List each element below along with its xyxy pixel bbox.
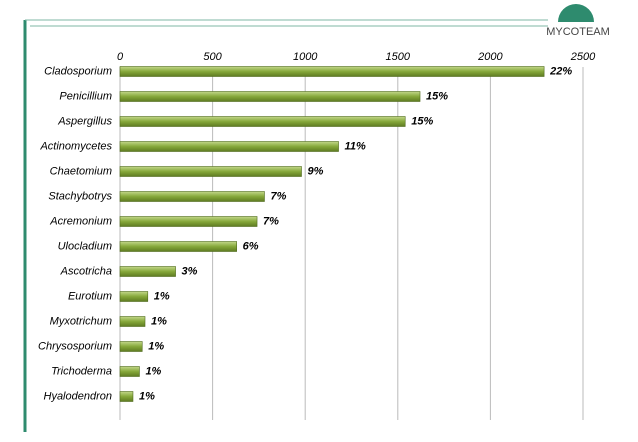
value-label: 1% [148,340,164,352]
value-label: 7% [263,215,279,227]
bar [119,291,149,302]
value-label: 6% [243,240,259,252]
bar [119,316,146,327]
bar [119,166,302,177]
logo: MYCOTEAM [546,26,610,38]
y-tick-label: Actinomycetes [39,140,112,152]
y-tick-label: Stachybotrys [48,190,112,202]
y-tick-label: Hyalodendron [44,390,113,402]
value-label: 22% [549,65,572,77]
value-label: 11% [345,140,366,152]
bar [119,391,134,402]
y-tick-label: Ulocladium [58,240,112,252]
y-tick-label: Cladosporium [44,65,112,77]
value-label: 1% [145,365,161,377]
value-label: 3% [182,265,198,277]
value-label: 7% [270,190,286,202]
bar [119,241,237,252]
bar [119,141,339,152]
value-label: 1% [151,315,167,327]
bar [119,216,258,227]
value-label: 1% [139,390,155,402]
bar [119,91,421,102]
x-tick-label: 2000 [477,51,503,63]
logo-mark [558,4,594,22]
y-tick-label: Trichoderma [51,365,112,377]
bar [119,341,143,352]
bar [119,66,545,77]
bar [119,366,140,377]
x-tick-label: 2500 [570,51,596,63]
x-tick-label: 500 [203,51,222,63]
y-tick-label: Penicillium [59,90,112,102]
x-tick-label: 1500 [386,51,411,63]
y-tick-label: Ascotricha [60,265,112,277]
x-tick-label: 1000 [293,51,318,63]
value-label: 15% [426,90,448,102]
value-label: 9% [307,165,323,177]
y-tick-label: Acremonium [49,215,112,227]
bar [119,266,176,277]
y-tick-label: Chaetomium [50,165,112,177]
value-label: 15% [411,115,433,127]
bar [119,191,265,202]
y-tick-label: Aspergillus [57,115,112,127]
bar [119,116,406,127]
value-label: 1% [154,290,170,302]
y-tick-label: Eurotium [68,290,112,302]
y-tick-label: Chrysosporium [38,340,112,352]
y-tick-label: Myxotrichum [50,315,112,327]
x-tick-label: 0 [117,51,124,63]
